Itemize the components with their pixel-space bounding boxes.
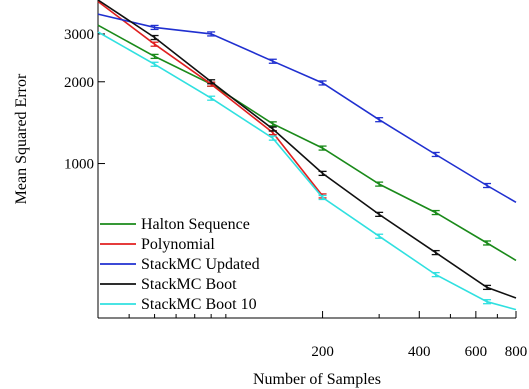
series-3 xyxy=(97,0,517,299)
x-tick-label: 400 xyxy=(408,344,431,360)
x-axis-title: Number of Samples xyxy=(253,371,381,388)
x-tick-label: 800 xyxy=(505,344,528,360)
y-tick-label: 1000 xyxy=(64,157,94,173)
legend-label: StackMC Boot 10 xyxy=(141,296,257,313)
legend-label: Halton Sequence xyxy=(141,216,250,233)
series-line xyxy=(97,0,324,197)
legend-label: StackMC Updated xyxy=(141,256,260,273)
series-line xyxy=(97,0,517,299)
y-axis-title: Mean Squared Error xyxy=(13,73,30,204)
legend: Halton Sequence Polynomial StackMC Updated… xyxy=(100,216,260,313)
series-layer xyxy=(97,0,517,311)
legend-label: StackMC Boot xyxy=(141,276,237,293)
legend-label: Polynomial xyxy=(141,236,215,253)
series-4 xyxy=(97,31,517,311)
y-tick-label: 2000 xyxy=(64,75,94,91)
x-tick-label: 200 xyxy=(311,344,334,360)
series-2 xyxy=(97,13,517,203)
y-tick-label: 3000 xyxy=(64,27,94,43)
x-tick-label: 600 xyxy=(465,344,488,360)
axes: 1000 2000 3000 200 400 600 800 xyxy=(64,0,527,360)
